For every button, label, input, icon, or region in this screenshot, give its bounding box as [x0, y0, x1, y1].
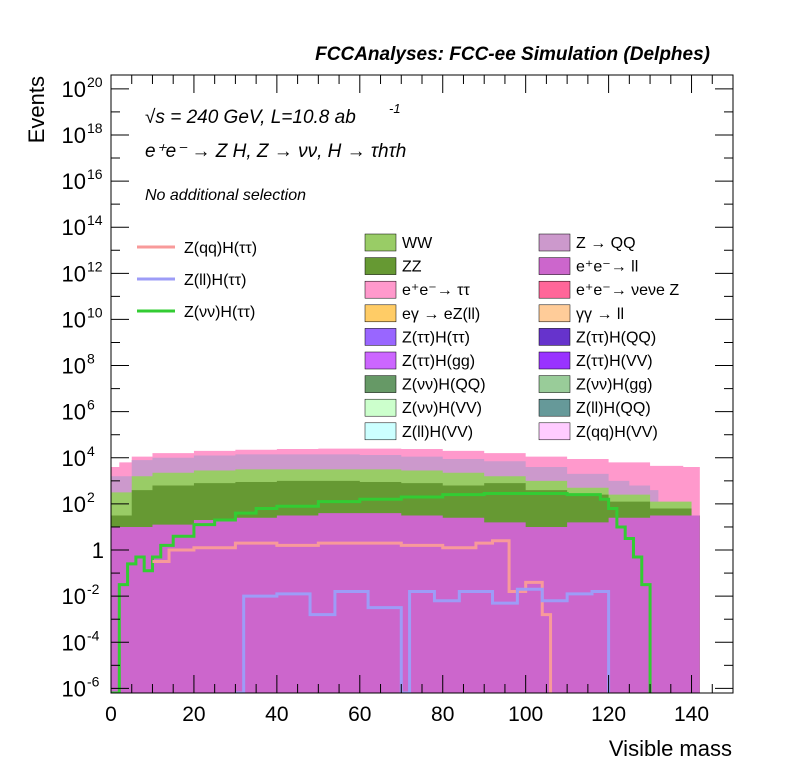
background-legend-swatch: [538, 257, 571, 275]
background-legend-swatch: [538, 375, 571, 393]
y-tick-label: 10: [62, 77, 86, 102]
x-tick-label: 120: [591, 703, 626, 726]
background-legend-label: ZZ: [402, 259, 422, 276]
background-legend-label: γγ → ll: [576, 306, 624, 323]
background-legend-swatch: [364, 328, 397, 346]
y-tick-label: 10: [62, 215, 86, 240]
energy-label: √s = 240 GeV, L=10.8 ab: [145, 107, 356, 128]
signal-curve-2: [235, 587, 611, 693]
background-legend-swatch: [364, 257, 397, 275]
y-tick-label: 10: [62, 354, 86, 379]
plot-content: [111, 448, 700, 693]
background-legend-label: Z(ττ)H(ττ): [402, 329, 470, 346]
y-tick-exponent: 10: [87, 304, 103, 320]
background-legend-label: Z(ll)H(QQ): [576, 400, 651, 417]
background-legend-swatch: [538, 398, 571, 417]
background-legend-label: Z → QQ: [576, 235, 636, 252]
y-tick-exponent: 14: [87, 212, 103, 228]
y-tick-exponent: 6: [87, 397, 95, 413]
y-tick-label: 10: [62, 261, 86, 286]
background-legend-swatch: [364, 422, 397, 441]
background-legend-label: WW: [402, 235, 433, 252]
background-legend-swatch: [364, 375, 397, 393]
x-tick-label: 100: [508, 703, 543, 726]
y-tick-exponent: 12: [87, 258, 103, 274]
background-legend-label: Z(νν)H(gg): [576, 377, 652, 394]
signal-legend-label: Z(νν)H(ττ): [184, 304, 255, 321]
x-tick-label: 140: [674, 703, 709, 726]
background-legend-label: eγ → eZ(ll): [402, 306, 480, 323]
y-tick-exponent: 2: [87, 489, 95, 505]
x-tick-label: 20: [182, 703, 205, 726]
background-legend: WW Z → QQ ZZ e⁺e⁻→ ll e⁺e⁻→ ττ e⁺e⁻→ νeνe Z eγ…: [364, 233, 679, 441]
y-tick-label: 10: [62, 676, 86, 701]
background-legend-label: Z(ττ)H(VV): [576, 353, 653, 370]
selection-label: No additional selection: [145, 187, 306, 204]
y-tick-exponent: 18: [87, 120, 103, 136]
signal-legend: Z(qq)H(ττ) Z(ll)H(ττ) Z(νν)H(ττ): [137, 240, 257, 321]
x-axis: 0 20 40 60 80 100 120 140: [105, 75, 734, 726]
signal-curve-1: [152, 539, 553, 693]
x-tick-label: 0: [105, 703, 117, 726]
chart-title: FCCAnalyses: FCC-ee Simulation (Delphes): [315, 44, 710, 65]
signal-curve-0: [111, 492, 652, 693]
y-tick-label: 1: [92, 538, 104, 563]
y-tick-label: 10: [62, 169, 86, 194]
y-tick-label: 10: [62, 584, 86, 609]
y-tick-label: 10: [62, 446, 86, 471]
y-tick-exponent: -6: [87, 673, 100, 689]
background-legend-swatch: [538, 422, 571, 441]
y-tick-exponent: 16: [87, 166, 103, 182]
signal-legend-label: Z(qq)H(ττ): [184, 240, 257, 257]
background-legend-label: e⁺e⁻→ νeνe Z: [576, 282, 679, 299]
background-legend-swatch: [364, 304, 397, 323]
y-tick-label: 10: [62, 630, 86, 655]
background-legend-swatch: [538, 233, 571, 252]
y-tick-exponent: 4: [87, 443, 95, 459]
background-legend-swatch: [364, 280, 397, 299]
y-tick-exponent: 8: [87, 351, 95, 367]
background-legend-label: Z(νν)H(VV): [402, 400, 482, 417]
process-label: e⁺e⁻ → Z H, Z → νν, H → τhτh: [145, 141, 406, 162]
background-legend-swatch: [538, 328, 571, 346]
energy-exponent: -1: [389, 101, 401, 116]
y-tick-exponent: 20: [87, 74, 103, 90]
background-legend-swatch: [364, 233, 397, 252]
y-tick-exponent: -2: [87, 581, 100, 597]
y-tick-label: 10: [62, 123, 86, 148]
background-legend-label: Z(ττ)H(QQ): [576, 329, 656, 346]
background-legend-label: Z(ττ)H(gg): [402, 353, 475, 370]
background-legend-label: Z(qq)H(VV): [576, 424, 658, 441]
x-axis-label: Visible mass: [609, 736, 732, 761]
background-legend-swatch: [364, 398, 397, 417]
stack-area-4: [111, 513, 700, 693]
background-legend-swatch: [538, 351, 571, 370]
y-tick-label: 10: [62, 492, 86, 517]
x-tick-label: 40: [265, 703, 288, 726]
y-axis-label: Events: [24, 76, 49, 143]
background-legend-label: Z(ll)H(VV): [402, 424, 473, 441]
y-tick-label: 10: [62, 307, 86, 332]
background-legend-label: e⁺e⁻→ ττ: [402, 282, 470, 299]
x-tick-label: 60: [348, 703, 371, 726]
background-legend-swatch: [538, 280, 571, 299]
y-tick-label: 10: [62, 400, 86, 425]
background-legend-swatch: [538, 304, 571, 323]
y-tick-exponent: -4: [87, 627, 100, 643]
signal-legend-label: Z(ll)H(ττ): [184, 272, 246, 289]
background-legend-label: e⁺e⁻→ ll: [576, 259, 638, 276]
x-tick-label: 80: [431, 703, 454, 726]
annotation-energy: √s = 240 GeV, L=10.8 ab -1: [145, 101, 401, 128]
background-legend-label: Z(νν)H(QQ): [402, 377, 486, 394]
background-legend-swatch: [364, 351, 397, 370]
